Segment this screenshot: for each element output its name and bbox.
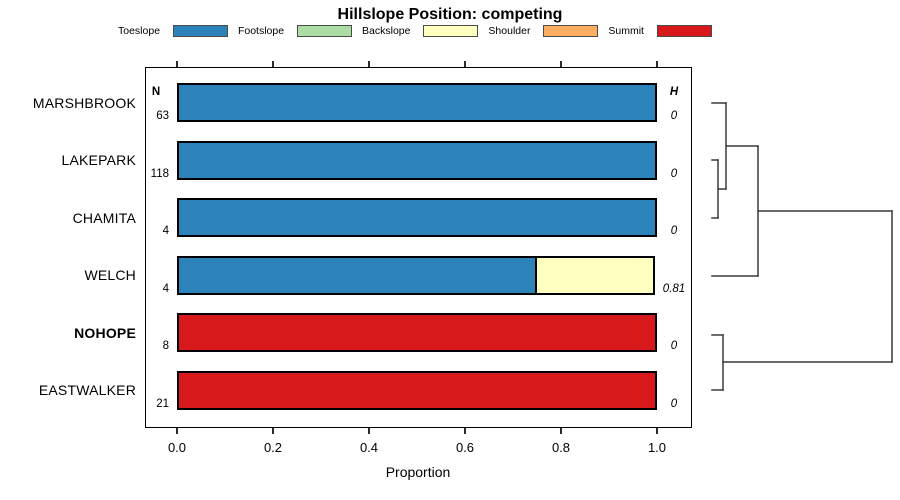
bar-segment-backslope: [535, 255, 655, 295]
bar-segment-summit: [177, 313, 657, 352]
h-value: 0.81: [662, 282, 686, 295]
bar-segment-toeslope: [177, 255, 537, 295]
legend-swatch-backslope-icon: [423, 25, 479, 37]
legend-item-summit: Summit: [608, 25, 712, 37]
x-axis-bottom-tick: [656, 428, 658, 434]
legend-item-backslope: Backslope: [362, 25, 479, 37]
x-tick-label: 0.0: [167, 440, 187, 455]
bar-row-lakepark: [177, 140, 657, 180]
bar-row-eastwalker: [177, 370, 657, 410]
n-value: 21: [156, 397, 169, 410]
bar-row-marshbrook: [177, 83, 657, 122]
n-column-header: N: [151, 86, 161, 98]
n-value: 8: [162, 340, 169, 352]
legend-swatch-shoulder-icon: [543, 25, 599, 37]
x-axis-bottom-tick: [560, 428, 562, 434]
n-value: 63: [156, 110, 169, 122]
row-label-lakepark: LAKEPARK: [61, 152, 136, 168]
n-value: 4: [162, 225, 169, 237]
legend-label: Backslope: [362, 25, 411, 37]
legend-item-footslope: Footslope: [237, 25, 353, 37]
h-value: 0: [670, 110, 678, 122]
h-value: 0: [670, 225, 678, 237]
bar-segment-toeslope: [177, 83, 657, 122]
x-axis-top-tick: [176, 61, 178, 67]
row-label-nohope: NOHOPE: [74, 324, 136, 341]
h-value: 0: [670, 340, 678, 352]
legend-label: Footslope: [237, 25, 285, 37]
bar-row-chamita: [177, 198, 657, 237]
x-tick-label: 0.6: [455, 440, 475, 455]
row-label-chamita: CHAMITA: [72, 209, 136, 226]
x-tick-label: 0.8: [551, 440, 571, 455]
x-axis-bottom-tick: [464, 428, 466, 434]
bar-segment-toeslope: [177, 198, 657, 237]
bar-segment-toeslope: [177, 140, 657, 180]
x-axis-bottom-tick: [272, 428, 274, 434]
chart-title: Hillslope Position: competing: [337, 6, 563, 23]
row-label-marshbrook: MARSHBROOK: [32, 94, 136, 111]
bar-row-nohope: [177, 313, 657, 352]
h-value: 0: [670, 167, 678, 180]
x-axis-bottom-tick: [368, 428, 370, 434]
legend-item-toeslope: Toeslope: [118, 25, 229, 37]
legend-swatch-toeslope-icon: [173, 25, 229, 37]
x-axis-top-tick: [464, 61, 466, 67]
x-tick-label: 1.0: [647, 440, 667, 455]
n-value: 118: [150, 167, 169, 180]
x-tick-label: 0.4: [359, 440, 379, 455]
plot-area: [145, 67, 692, 428]
bar-row-welch: [177, 255, 657, 295]
bar-segment-summit: [177, 370, 657, 410]
h-value: 0: [670, 397, 678, 410]
x-axis-bottom-tick: [176, 428, 178, 434]
n-value: 4: [162, 282, 169, 295]
x-tick-label: 0.2: [263, 440, 283, 455]
h-column-header: H: [669, 86, 679, 98]
legend: Toeslope Footslope Backslope Shoulder Summit: [118, 23, 712, 39]
legend-swatch-summit-icon: [656, 25, 712, 37]
legend-item-shoulder: Shoulder: [488, 25, 599, 37]
legend-label: Toeslope: [118, 25, 161, 37]
legend-swatch-footslope-icon: [297, 25, 353, 37]
legend-label: Shoulder: [488, 25, 531, 37]
x-axis-top-tick: [368, 61, 370, 67]
row-label-welch: WELCH: [84, 267, 136, 283]
legend-label: Summit: [608, 25, 644, 37]
x-axis-title: Proportion: [385, 464, 451, 480]
x-axis-top-tick: [272, 61, 274, 67]
row-label-eastwalker: EASTWALKER: [38, 382, 136, 398]
x-axis-top-tick: [656, 61, 658, 67]
x-axis-top-tick: [560, 61, 562, 67]
